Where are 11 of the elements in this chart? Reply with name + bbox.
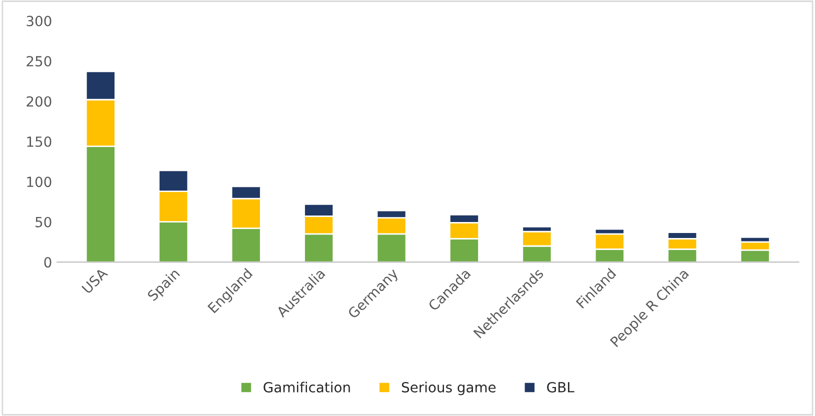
y-tick-label: 50	[36, 216, 52, 228]
y-tick-label: 300	[26, 16, 52, 26]
y-tick-label: 100	[27, 176, 52, 188]
legend-label: GBL	[547, 382, 574, 392]
y-tick-label: 250	[26, 56, 52, 66]
legend-label: Serious game	[402, 382, 496, 396]
legend-label: Gamification	[264, 382, 350, 392]
x-tick-label: USA	[81, 267, 108, 294]
y-tick-label: 0	[44, 257, 52, 268]
y-tick-label: 150	[27, 136, 52, 147]
y-tick-label: 200	[26, 96, 52, 107]
